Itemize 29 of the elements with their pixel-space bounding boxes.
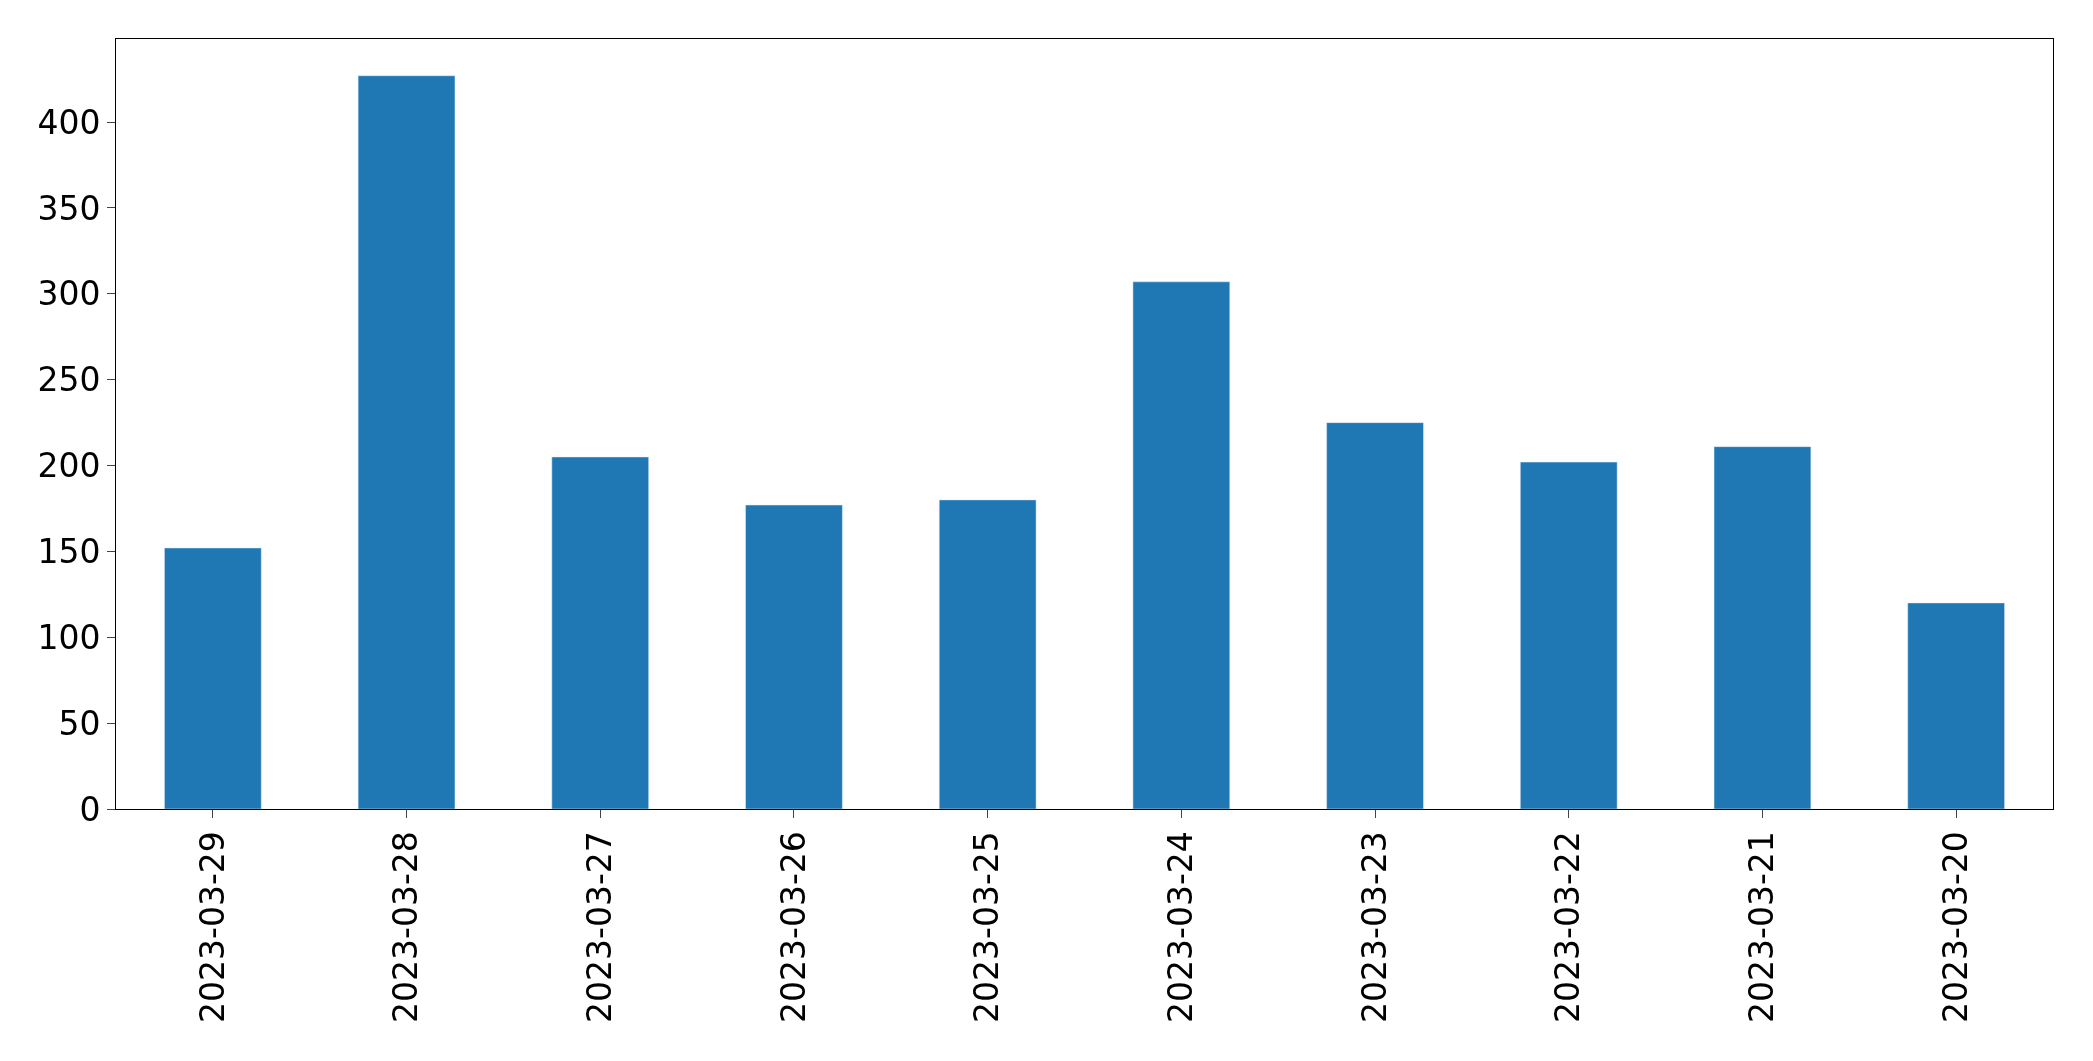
x-tick-label: 2023-03-25 [967, 831, 1007, 1023]
x-tick-label: 2023-03-23 [1354, 831, 1394, 1023]
x-tick-label: 2023-03-29 [192, 831, 232, 1023]
bar [1907, 602, 2005, 809]
y-tick-label: 400 [37, 102, 101, 142]
y-tick-label: 350 [37, 188, 101, 228]
x-tick-label: 2023-03-22 [1548, 831, 1588, 1023]
bar [164, 547, 262, 809]
bar [1520, 461, 1618, 809]
bar [1713, 446, 1812, 809]
bar [745, 504, 843, 809]
bar [357, 75, 456, 809]
bar [938, 499, 1037, 809]
y-tick-label: 100 [37, 617, 101, 657]
x-tick-label: 2023-03-27 [579, 831, 619, 1023]
y-tick-label: 300 [37, 274, 101, 314]
bar [1326, 422, 1424, 809]
y-tick-label: 0 [79, 789, 101, 829]
bar [551, 456, 649, 809]
y-tick-label: 200 [37, 446, 101, 486]
y-tick-label: 150 [37, 531, 101, 571]
bar [1132, 281, 1231, 809]
x-tick-label: 2023-03-24 [1161, 831, 1201, 1023]
x-tick-label: 2023-03-21 [1742, 831, 1782, 1023]
x-tick-label: 2023-03-20 [1935, 831, 1975, 1023]
x-tick-label: 2023-03-26 [773, 831, 813, 1023]
x-tick-label: 2023-03-28 [386, 831, 426, 1023]
y-tick-label: 250 [37, 360, 101, 400]
y-tick-label: 50 [58, 703, 101, 743]
